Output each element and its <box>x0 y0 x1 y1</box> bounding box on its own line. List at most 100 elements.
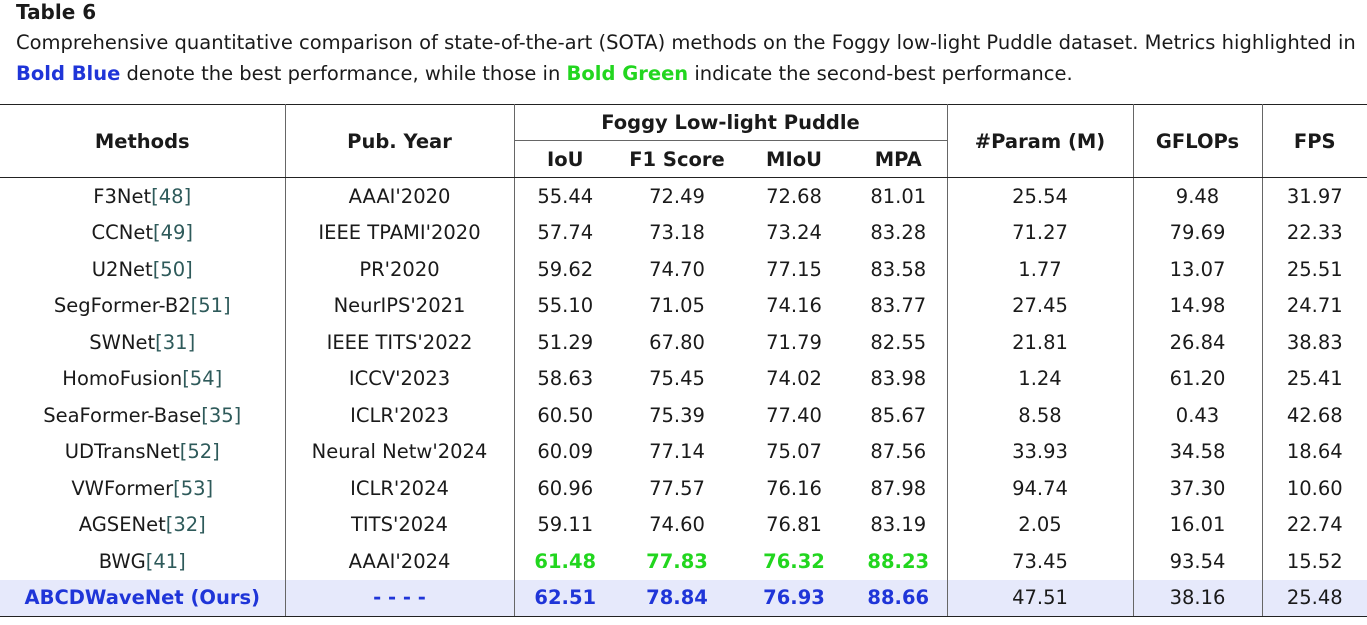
miou-cell: 73.24 <box>766 221 822 245</box>
iou-cell: 60.96 <box>537 476 594 500</box>
method-citation: [31] <box>155 330 196 354</box>
mpa-cell: 83.19 <box>850 506 948 543</box>
header-miou: MIoU <box>738 140 850 178</box>
pub-year-cell: ICLR'2024 <box>285 470 515 507</box>
miou-cell: 76.16 <box>766 476 822 500</box>
miou-cell: 74.16 <box>766 294 822 318</box>
iou-cell: 55.10 <box>537 294 594 318</box>
iou-cell: 60.50 <box>537 403 594 427</box>
params-cell: 2.05 <box>947 506 1134 543</box>
params-cell: 27.45 <box>947 287 1134 324</box>
comparison-table: Methods Pub. Year Foggy Low-light Puddle… <box>0 104 1367 617</box>
fps-cell: 18.64 <box>1286 440 1343 464</box>
method-cell: F3Net[48] <box>0 177 286 215</box>
miou-cell: 71.79 <box>766 330 822 354</box>
method-cell: SWNet[31] <box>0 324 286 361</box>
params-cell: 1.24 <box>947 360 1134 397</box>
method-name: HomoFusion <box>62 367 183 391</box>
gflops-cell: 79.69 <box>1133 214 1263 251</box>
pub-year-cell: Neural Netw'2024 <box>285 433 515 470</box>
params-cell: 21.81 <box>947 324 1134 361</box>
mpa-cell: 83.28 <box>850 214 948 251</box>
miou-cell: 74.02 <box>766 367 822 391</box>
table-caption: Comprehensive quantitative comparison of… <box>16 27 1356 89</box>
iou-cell: 61.48 <box>534 549 597 573</box>
pub-year-cell: PR'2020 <box>285 251 515 288</box>
method-cell: CCNet[49] <box>0 214 286 251</box>
gflops-cell: 61.20 <box>1133 360 1263 397</box>
fps-cell: 25.51 <box>1286 257 1343 281</box>
miou-cell: 76.81 <box>766 513 822 537</box>
method-cell: SegFormer-B2[51] <box>0 287 286 324</box>
header-mpa: MPA <box>850 140 948 178</box>
f1-cell: 74.70 <box>649 257 705 281</box>
gflops-cell: 38.16 <box>1133 579 1263 617</box>
fps-cell: 10.60 <box>1286 476 1343 500</box>
pub-year-cell: AAAI'2020 <box>285 177 515 215</box>
caption-bold-blue: Bold Blue <box>16 62 121 85</box>
miou-cell: 76.32 <box>763 549 825 573</box>
method-citation: [49] <box>152 221 193 245</box>
gflops-cell: 26.84 <box>1133 324 1263 361</box>
method-citation: [48] <box>151 184 192 208</box>
miou-cell: 77.15 <box>766 257 822 281</box>
table-row: AGSENet[32] TITS'2024 59.11 74.60 76.81 83.19… <box>0 506 1367 543</box>
params-cell: 33.93 <box>947 433 1134 470</box>
pub-year-cell: IEEE TITS'2022 <box>285 324 515 361</box>
miou-cell: 76.93 <box>738 579 850 617</box>
params-cell: 73.45 <box>947 543 1134 580</box>
fps-cell: 25.48 <box>1262 579 1367 617</box>
method-cell: VWFormer[53] <box>0 470 286 507</box>
method-name: ABCDWaveNet (Ours) <box>24 586 261 610</box>
iou-cell: 57.74 <box>537 221 594 245</box>
header-fps: FPS <box>1262 104 1367 178</box>
method-cell: SeaFormer-Base[35] <box>0 397 286 434</box>
fps-cell: 25.41 <box>1286 367 1343 391</box>
header-params: #Param (M) <box>947 104 1134 178</box>
gflops-cell: 34.58 <box>1133 433 1263 470</box>
method-name: U2Net <box>91 257 153 281</box>
table-body: F3Net[48] AAAI'2020 55.44 72.49 72.68 81.01 25… <box>0 177 1367 617</box>
method-name: UDTransNet <box>64 440 180 464</box>
fps-cell: 22.33 <box>1286 221 1343 245</box>
pub-year-cell: NeurIPS'2021 <box>285 287 515 324</box>
header-row-2: IoU F1 Score MIoU MPA <box>0 140 1367 178</box>
mpa-cell: 88.66 <box>850 579 948 617</box>
method-cell: AGSENet[32] <box>0 506 286 543</box>
table-row: VWFormer[53] ICLR'2024 60.96 77.57 76.16 87.9… <box>0 470 1367 507</box>
method-name: CCNet <box>91 221 153 245</box>
iou-cell: 59.11 <box>537 513 594 537</box>
table-label: Table 6 <box>16 0 97 24</box>
method-name: SegFormer-B2 <box>53 294 191 318</box>
pub-year-cell: - - - - <box>285 579 515 617</box>
mpa-cell: 88.23 <box>850 543 948 580</box>
header-gflops: GFLOPs <box>1133 104 1263 178</box>
f1-cell: 77.14 <box>649 440 705 464</box>
method-citation: [51] <box>190 294 231 318</box>
table-row: SeaFormer-Base[35] ICLR'2023 60.50 75.39 77.… <box>0 397 1367 434</box>
method-name: F3Net <box>93 184 152 208</box>
miou-cell: 77.40 <box>766 403 822 427</box>
method-citation: [41] <box>145 549 186 573</box>
mpa-cell: 83.58 <box>850 251 948 288</box>
method-citation: [50] <box>152 257 193 281</box>
table-row: F3Net[48] AAAI'2020 55.44 72.49 72.68 81.01 25… <box>0 177 1367 215</box>
fps-cell: 24.71 <box>1286 294 1343 318</box>
pub-year-cell: ICCV'2023 <box>285 360 515 397</box>
params-cell: 1.77 <box>947 251 1134 288</box>
f1-cell: 75.39 <box>649 403 705 427</box>
params-cell: 47.51 <box>947 579 1134 617</box>
method-citation: [35] <box>201 403 242 427</box>
table-row: CCNet[49] IEEE TPAMI'2020 57.74 73.18 73.24 8… <box>0 214 1367 251</box>
pub-year-cell: ICLR'2023 <box>285 397 515 434</box>
mpa-cell: 83.77 <box>850 287 948 324</box>
gflops-cell: 93.54 <box>1133 543 1263 580</box>
f1-cell: 77.83 <box>646 549 708 573</box>
fps-cell: 38.83 <box>1286 330 1343 354</box>
f1-cell: 71.05 <box>649 294 705 318</box>
mpa-cell: 81.01 <box>850 177 948 215</box>
header-pub-year: Pub. Year <box>285 104 515 178</box>
header-f1: F1 Score <box>616 140 738 178</box>
f1-cell: 75.45 <box>649 367 705 391</box>
f1-cell: 77.57 <box>649 476 705 500</box>
